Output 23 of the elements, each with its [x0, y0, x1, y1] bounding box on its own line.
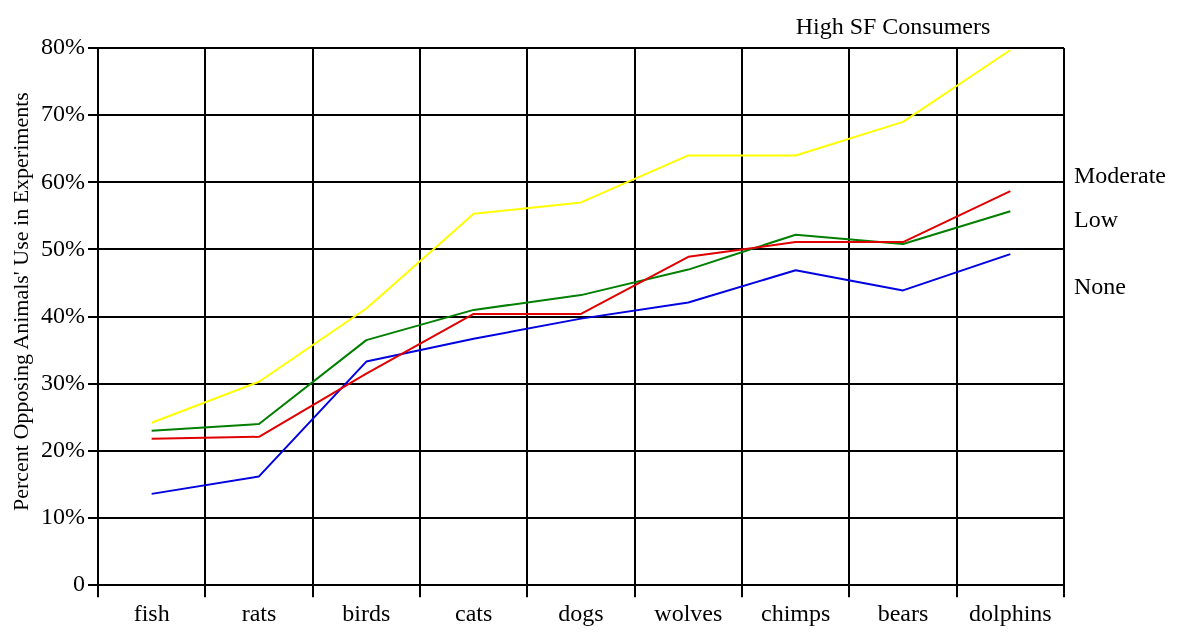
- y-tick-label: 40%: [40, 301, 85, 328]
- x-tick-label: dolphins: [968, 599, 1052, 626]
- text: Low: [1074, 206, 1119, 233]
- x-tick-label: rats: [241, 599, 277, 626]
- y-tick-label: 80%: [40, 33, 85, 60]
- x-tick-label: dogs: [558, 599, 604, 626]
- series-label: High SF Consumers: [795, 13, 991, 40]
- y-tick-label: 50%: [40, 234, 85, 261]
- y-tick-label: 70%: [40, 100, 85, 127]
- text: Moderate: [1074, 162, 1166, 189]
- x-tick-label: bears: [877, 599, 929, 626]
- y-tick-label: 30%: [40, 369, 85, 396]
- y-tick-label: 0: [72, 570, 85, 597]
- text: None: [1074, 273, 1126, 300]
- x-tick-label: cats: [455, 599, 493, 626]
- x-tick-label: wolves: [654, 599, 723, 626]
- y-tick-label: 60%: [40, 167, 85, 194]
- y-tick-label: 10%: [40, 503, 85, 530]
- x-tick-label: chimps: [761, 599, 831, 626]
- y-axis-title: Percent Opposing Animals' Use in Experiments: [8, 91, 34, 514]
- x-tick-label: fish: [133, 599, 170, 626]
- x-tick-label: birds: [342, 599, 391, 626]
- y-tick-label: 20%: [40, 436, 85, 463]
